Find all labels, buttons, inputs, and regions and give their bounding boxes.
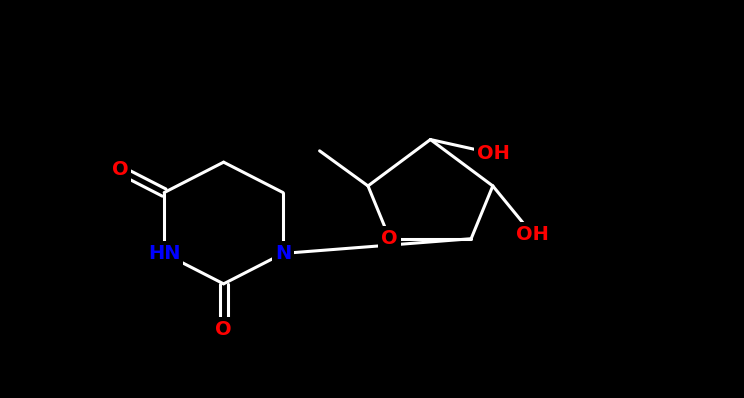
Text: N: N (275, 244, 291, 263)
Text: O: O (215, 320, 232, 339)
Text: O: O (112, 160, 128, 179)
Text: O: O (382, 229, 398, 248)
Text: OH: OH (516, 225, 549, 244)
Text: OH: OH (478, 144, 510, 163)
Text: HN: HN (148, 244, 180, 263)
